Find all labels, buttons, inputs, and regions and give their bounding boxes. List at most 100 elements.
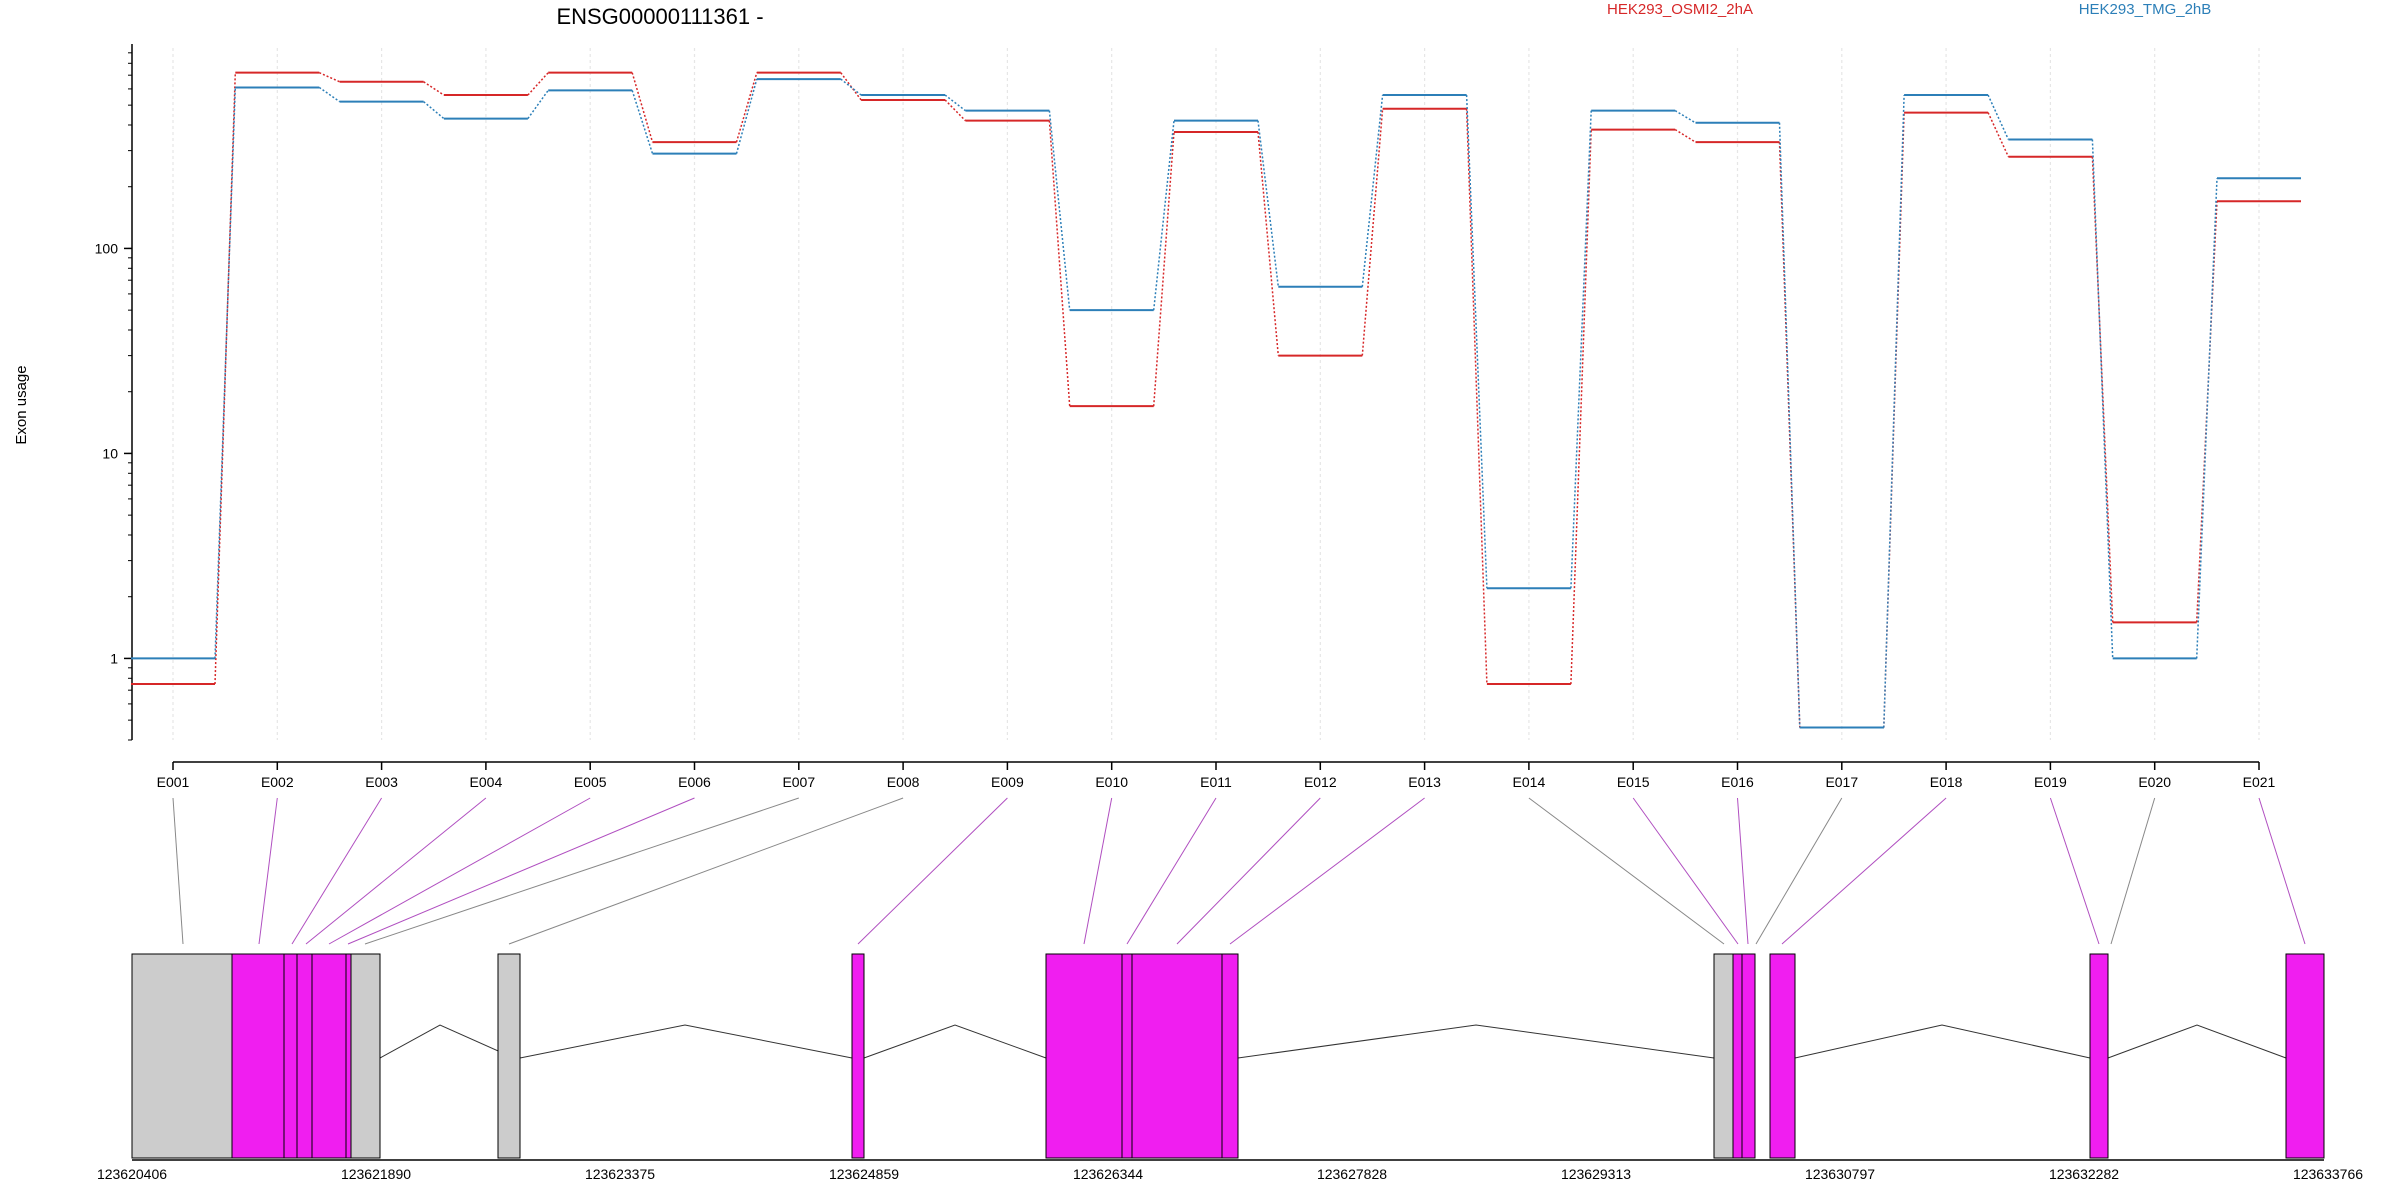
x-tick-label: E007 [782, 774, 815, 790]
intron-line [863, 1024, 1047, 1059]
series-connector [631, 72, 654, 143]
exon-connector [291, 797, 383, 945]
exon-connector [1126, 797, 1217, 945]
chart-title: ENSG00000111361 - [556, 4, 763, 29]
x-tick-label: E018 [1930, 774, 1963, 790]
x-tick-label: E016 [1721, 774, 1754, 790]
exon-connector [508, 797, 904, 945]
series-connector [735, 78, 758, 154]
grid-lines [172, 48, 2260, 740]
exon-block-other [1713, 953, 1734, 1159]
exon-connector [347, 797, 695, 945]
exon-connector [1528, 797, 1725, 945]
exon-connector [1755, 797, 1843, 945]
series-connector [214, 87, 237, 659]
exon-connectors [172, 797, 2306, 945]
exon-connector [1176, 797, 1321, 945]
series-connector [1987, 112, 2010, 158]
series-connector [1674, 128, 1696, 143]
x-tick-label: E008 [887, 774, 920, 790]
coordinate-label: 123620406 [97, 1166, 167, 1182]
series-connector [1048, 120, 1071, 407]
x-tick-label: E003 [365, 774, 398, 790]
series-connector [944, 99, 966, 122]
x-tick-label: E012 [1304, 774, 1337, 790]
exon-block-used [345, 953, 352, 1159]
exon-connector [258, 797, 278, 945]
exon-connector [2258, 797, 2306, 945]
x-tick-label: E013 [1408, 774, 1441, 790]
exon-connector [1083, 797, 1113, 945]
series-connector [1465, 108, 1488, 685]
exon-block-used [311, 953, 347, 1159]
exon-block-used [1221, 953, 1239, 1159]
series-connector [2091, 156, 2114, 623]
coordinate-label: 123623375 [585, 1166, 655, 1182]
x-tick-label: E001 [157, 774, 190, 790]
coordinate-label: 123626344 [1073, 1166, 1143, 1182]
coordinate-label: 123621890 [341, 1166, 411, 1182]
exon-block-other [497, 953, 521, 1159]
exon-block-used [231, 953, 285, 1159]
series-connector [1048, 110, 1071, 311]
exon-block-used [2285, 953, 2325, 1159]
coordinate-label: 123627828 [1317, 1166, 1387, 1182]
exon-block-used [2089, 953, 2109, 1159]
series-connector [1465, 95, 1488, 589]
exon-connector [2049, 797, 2100, 945]
axes: 1 10 100 E001 E002 E003 E004 E005 E006 E007 E008 E0… [95, 44, 2276, 790]
y-tick-label: 10 [102, 445, 118, 461]
intron-line [1237, 1024, 1715, 1059]
exon-block-used [1131, 953, 1223, 1159]
intron-line [1794, 1024, 2091, 1059]
series-connector [1987, 94, 2010, 140]
coordinate-label: 123632282 [2049, 1166, 2119, 1182]
coordinate-label: 123629313 [1561, 1166, 1631, 1182]
exon-connector [1632, 797, 1739, 945]
x-tick-label: E014 [1513, 774, 1546, 790]
genomic-coordinate-axis: 123620406 123621890 123623375 123624859 1236… [97, 1159, 2363, 1182]
exon-block-used [296, 953, 313, 1159]
series-connector [423, 81, 445, 96]
x-tick-label: E010 [1095, 774, 1128, 790]
exon-connector [1737, 797, 1749, 945]
series-connector [1778, 122, 1801, 728]
coordinate-label: 123624859 [829, 1166, 899, 1182]
y-tick-label: 1 [110, 650, 118, 666]
series-connector [318, 86, 341, 103]
intron-line [379, 1024, 515, 1059]
intron-line [2107, 1024, 2287, 1059]
coordinate-label: 123630797 [1805, 1166, 1875, 1182]
gene-model [131, 953, 2325, 1159]
series-connector [1361, 94, 1384, 287]
exon-connector [364, 797, 799, 945]
coordinate-label: 123633766 [2293, 1166, 2363, 1182]
x-tick-label: E006 [678, 774, 711, 790]
legend-series-a: HEK293_OSMI2_2hA [1607, 1, 1753, 18]
x-tick-label: E021 [2243, 774, 2276, 790]
series-connector [1570, 110, 1592, 589]
exon-block-used [851, 953, 865, 1159]
series-connector [527, 72, 549, 96]
series-HEK293_TMG_2hB [131, 78, 2301, 729]
exon-connector [1781, 797, 1947, 945]
series-connector [1152, 120, 1175, 311]
series-connector [944, 94, 966, 112]
series-connector [735, 72, 758, 143]
series-connector [840, 78, 862, 96]
exon-block-used [1121, 953, 1133, 1159]
series-connector [1883, 95, 1905, 728]
exon-connector [328, 797, 591, 945]
x-tick-label: E004 [470, 774, 503, 790]
legend-series-b: HEK293_TMG_2hB [2079, 1, 2212, 18]
x-tick-label: E009 [991, 774, 1024, 790]
x-tick-label: E020 [2138, 774, 2171, 790]
exon-block-used [1741, 953, 1756, 1159]
exon-connector [857, 797, 1008, 945]
series-connector [1257, 120, 1280, 287]
exon-connector [172, 797, 184, 945]
x-tick-label: E005 [574, 774, 607, 790]
exon-block-used [1769, 953, 1796, 1159]
series-lines [131, 71, 2301, 729]
series-connector [423, 101, 445, 120]
